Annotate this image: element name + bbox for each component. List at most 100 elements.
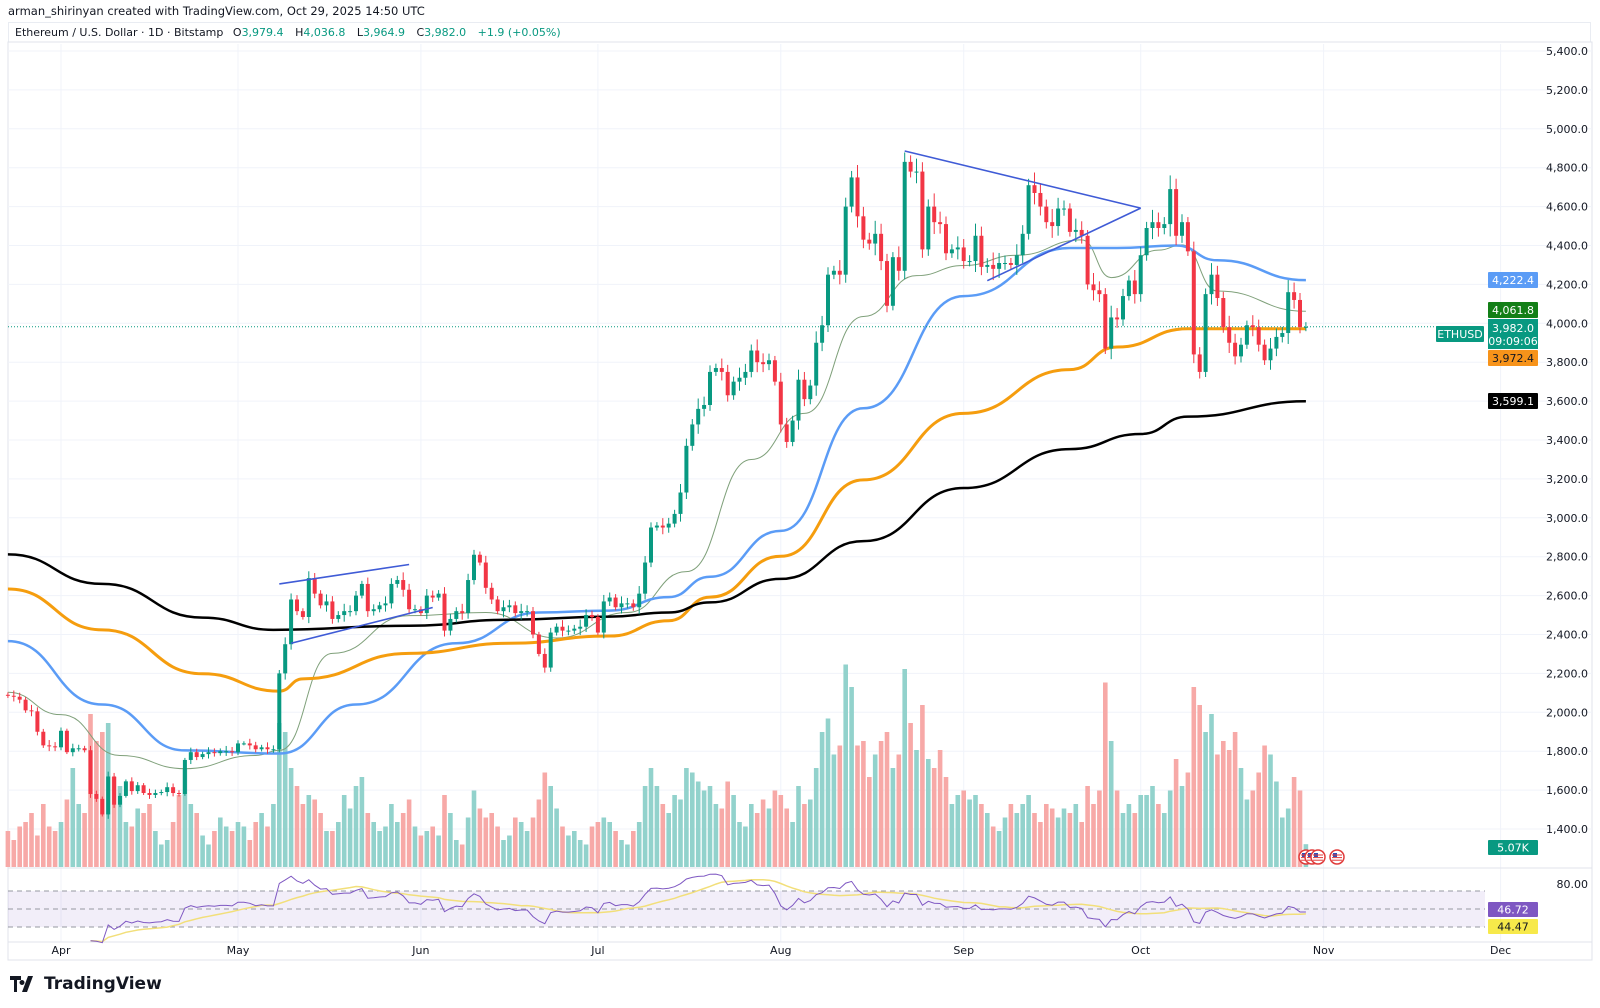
us-flag-icon[interactable] <box>1329 849 1345 865</box>
volume-bar <box>318 813 323 867</box>
time-axis-label[interactable]: May <box>227 944 250 957</box>
price-axis-label[interactable]: 4,400.0 <box>1546 240 1588 253</box>
time-axis-label[interactable]: Jun <box>411 944 429 957</box>
candle <box>607 592 612 606</box>
volume-bar <box>625 844 630 867</box>
trendline[interactable] <box>279 563 410 585</box>
price-axis-label[interactable]: 3,800.0 <box>1546 356 1588 369</box>
price-axis-label[interactable]: 2,200.0 <box>1546 667 1588 680</box>
high-label: H <box>295 26 304 39</box>
candle-body <box>843 206 848 275</box>
price-axis-label[interactable]: 1,800.0 <box>1546 745 1588 758</box>
volume-bar <box>890 768 896 867</box>
candle <box>1162 217 1167 235</box>
price-axis-label[interactable]: 1,600.0 <box>1546 784 1588 797</box>
trendline[interactable] <box>986 207 1142 282</box>
candle <box>64 728 69 755</box>
price-axis-label[interactable]: 3,400.0 <box>1546 434 1588 447</box>
candle-body <box>1256 327 1261 345</box>
change-value: +1.9 (+0.05%) <box>477 26 561 39</box>
time-axis-label[interactable]: Apr <box>51 944 71 957</box>
volume-bar <box>1073 804 1079 867</box>
volume-bar <box>719 808 725 867</box>
candle <box>873 220 878 256</box>
time-axis-label[interactable]: Nov <box>1313 944 1335 957</box>
rsi-line <box>90 873 1306 944</box>
candle-body <box>112 776 117 805</box>
candle-body <box>902 161 907 271</box>
time-axis-label[interactable]: Oct <box>1131 944 1151 957</box>
symbol-title[interactable]: Ethereum / U.S. Dollar · 1D · Bitstamp <box>15 26 224 39</box>
candle <box>112 772 117 808</box>
price-axis-label[interactable]: 4,000.0 <box>1546 317 1588 330</box>
price-axis-label[interactable]: 4,200.0 <box>1546 278 1588 291</box>
candle <box>944 216 948 261</box>
candle-body <box>531 611 535 635</box>
candle <box>147 788 152 799</box>
candle-body <box>1286 292 1291 334</box>
time-axis-label[interactable]: Aug <box>770 944 791 957</box>
symbol-legend: Ethereum / U.S. Dollar · 1D · Bitstamp O… <box>8 22 1591 42</box>
candle-body <box>47 745 52 747</box>
candle <box>483 555 488 594</box>
volume-bar <box>884 732 890 867</box>
volume-bar <box>229 831 235 867</box>
candle-body <box>1144 227 1149 256</box>
moving-averages <box>7 239 1450 770</box>
candle <box>743 363 748 385</box>
candle-body <box>306 578 311 617</box>
candle-body <box>224 751 229 753</box>
candle-body <box>312 578 317 594</box>
candle <box>1209 263 1214 305</box>
time-axis-label[interactable]: Jul <box>590 944 604 957</box>
candle-body <box>1174 189 1179 236</box>
price-axis-label[interactable]: 2,000.0 <box>1546 706 1588 719</box>
time-axis-label[interactable]: Dec <box>1490 944 1511 957</box>
volume-bar <box>501 840 506 867</box>
event-markers[interactable] <box>1298 849 1345 865</box>
trendline[interactable] <box>290 606 433 645</box>
trendline[interactable] <box>904 150 1141 209</box>
candle-body <box>365 583 370 612</box>
price-axis-label[interactable]: 5,200.0 <box>1546 84 1588 97</box>
candle-body <box>247 743 252 746</box>
trendline-drawings[interactable] <box>279 150 1142 645</box>
candle <box>595 614 600 636</box>
price-axis-label[interactable]: 3,000.0 <box>1546 512 1588 525</box>
low-value: 3,964.9 <box>362 26 405 39</box>
price-axis-label[interactable]: 5,000.0 <box>1546 123 1588 136</box>
candle <box>224 745 229 756</box>
us-flag-icon[interactable] <box>1310 849 1326 865</box>
candle <box>1256 319 1261 352</box>
price-axis-label[interactable]: 2,600.0 <box>1546 590 1588 603</box>
volume-bar <box>1297 790 1303 867</box>
candle <box>590 610 594 621</box>
candle <box>1132 270 1137 304</box>
candle-body <box>1197 354 1202 372</box>
candle-body <box>88 750 93 794</box>
volume-bar <box>595 822 601 867</box>
price-axis-label[interactable]: 2,800.0 <box>1546 551 1588 564</box>
volume-bar <box>389 804 394 867</box>
rsi-pane[interactable] <box>8 873 1485 944</box>
rsi-ma-badge-text: 44.47 <box>1497 921 1529 934</box>
volume-bar <box>477 808 483 867</box>
price-axis-label[interactable]: 5,400.0 <box>1546 45 1588 58</box>
price-axis-label[interactable]: 3,600.0 <box>1546 395 1588 408</box>
price-axis-label[interactable]: 4,800.0 <box>1546 162 1588 175</box>
price-axis-label[interactable]: 2,400.0 <box>1546 629 1588 642</box>
candle-body <box>177 793 181 795</box>
ma-green-badge-bg <box>1488 302 1538 318</box>
tradingview-logo[interactable]: TradingView <box>10 974 162 994</box>
candle-body <box>525 611 530 613</box>
price-axis-label[interactable]: 1,400.0 <box>1546 823 1588 836</box>
candle-body <box>796 379 801 421</box>
axes[interactable]: 5,400.0 5,200.0 5,000.0 4,800.0 4,600.0 4,400… <box>51 45 1588 957</box>
time-axis-label[interactable]: Sep <box>953 944 974 957</box>
candle <box>5 692 10 698</box>
candle <box>713 363 718 376</box>
price-axis-label[interactable]: 3,200.0 <box>1546 473 1588 486</box>
candle <box>135 782 140 794</box>
price-axis-label[interactable]: 4,600.0 <box>1546 201 1588 214</box>
